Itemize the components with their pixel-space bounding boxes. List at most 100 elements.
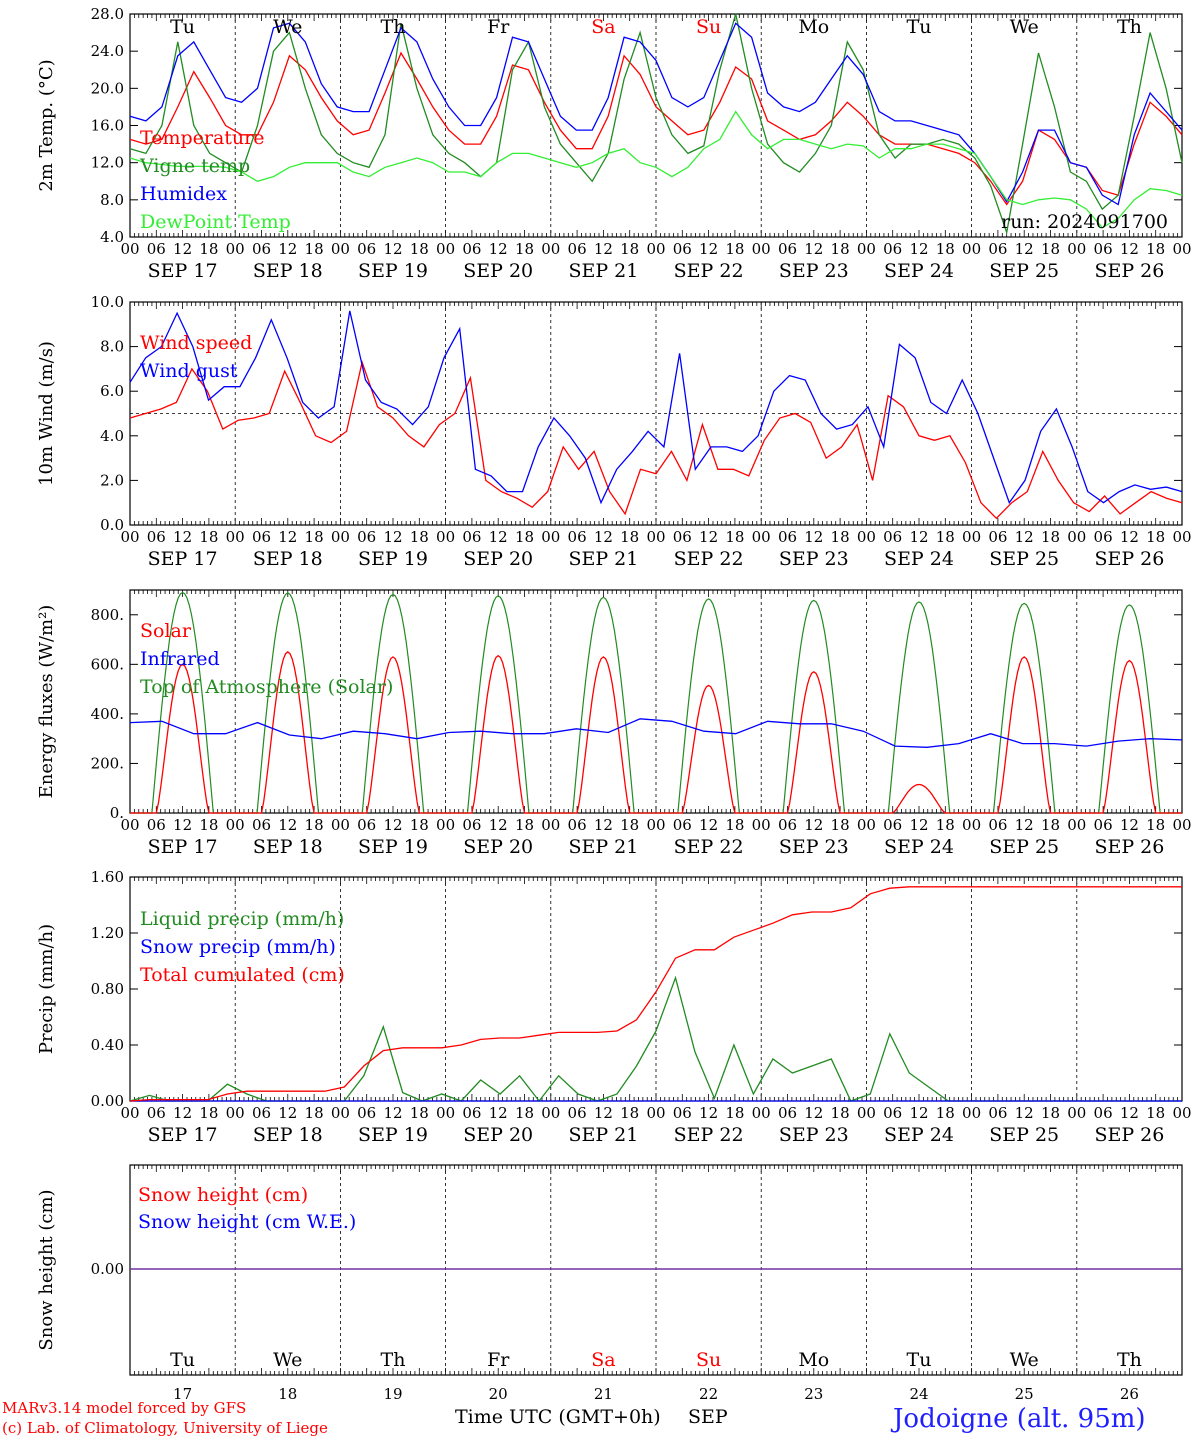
date-label: SEP 25 (989, 1124, 1059, 1146)
x-tick-label: 12 (1120, 240, 1139, 258)
x-tick-label: 06 (252, 240, 271, 258)
date-label: SEP 25 (989, 836, 1059, 858)
day-abbr-bottom: We (273, 1349, 302, 1371)
x-tick-label: 12 (1120, 528, 1139, 546)
date-label: SEP 17 (148, 1124, 218, 1146)
x-tick-label: 12 (699, 816, 718, 834)
x-tick-label: 18 (199, 240, 218, 258)
x-tick-label: 18 (410, 1104, 429, 1122)
x-tick-label: 00 (331, 816, 350, 834)
x-tick-label: 00 (752, 1104, 771, 1122)
x-tick-label: 12 (804, 528, 823, 546)
x-tick-label: 00 (541, 1104, 560, 1122)
x-tick-label: 00 (226, 1104, 245, 1122)
y-axis-label-snow: Snow height (cm) (36, 1189, 57, 1350)
x-tick-label: 18 (620, 240, 639, 258)
day-number: 26 (1120, 1385, 1139, 1403)
x-tick-label: 12 (383, 240, 402, 258)
legend-total-cumulated-cm-: Total cumulated (cm) (140, 964, 345, 986)
x-tick-label: 00 (646, 240, 665, 258)
legend-snow-height-cm: Snow height (cm) (138, 1184, 308, 1206)
x-tick-label: 12 (278, 528, 297, 546)
day-abbr-bottom: We (1010, 1349, 1039, 1371)
x-tick-label: 06 (462, 240, 481, 258)
day-abbr-top: Tu (907, 16, 932, 38)
day-number: 19 (383, 1385, 402, 1403)
date-label: SEP 18 (253, 260, 323, 282)
date-label: SEP 24 (884, 548, 954, 570)
x-tick-label: 12 (489, 528, 508, 546)
date-label: SEP 20 (463, 548, 533, 570)
day-abbr-bottom: Mo (798, 1349, 829, 1371)
x-tick-label: 18 (725, 240, 744, 258)
day-abbr-top: Sa (591, 16, 615, 38)
date-label: SEP 22 (674, 260, 744, 282)
y-tick-label: 0. (110, 804, 124, 822)
x-tick-label: 12 (489, 816, 508, 834)
x-tick-label: 06 (147, 816, 166, 834)
y-axis-label-temperature: 2m Temp. (°C) (36, 59, 57, 191)
x-tick-label: 00 (541, 528, 560, 546)
x-tick-label: 12 (1015, 240, 1034, 258)
date-label: SEP 25 (989, 260, 1059, 282)
series-total-cumulated-cm- (129, 886, 1182, 1102)
y-tick-label: 0.80 (91, 980, 124, 998)
x-tick-label: 18 (936, 816, 955, 834)
legend-wind-gust: Wind gust (140, 360, 238, 382)
x-tick-label: 06 (357, 816, 376, 834)
x-tick-label: 18 (515, 240, 534, 258)
x-tick-label: 18 (1146, 1104, 1165, 1122)
x-tick-label: 18 (410, 240, 429, 258)
y-tick-label: 4.0 (100, 427, 124, 445)
footer-month-label: SEP (688, 1406, 728, 1428)
x-tick-label: 18 (1146, 816, 1165, 834)
x-tick-label: 00 (436, 240, 455, 258)
x-tick-label: 00 (962, 240, 981, 258)
x-tick-label: 06 (357, 528, 376, 546)
x-tick-label: 00 (857, 528, 876, 546)
y-tick-label: 200. (91, 754, 124, 772)
x-tick-label: 12 (594, 816, 613, 834)
x-tick-label: 18 (199, 816, 218, 834)
day-abbr-top: Mo (798, 16, 829, 38)
y-tick-label: 12.0 (91, 154, 124, 172)
x-tick-label: 12 (1015, 528, 1034, 546)
x-tick-label: 00 (120, 528, 139, 546)
x-tick-label: 12 (1015, 1104, 1034, 1122)
x-tick-label: 06 (778, 240, 797, 258)
x-tick-label: 12 (1120, 1104, 1139, 1122)
x-tick-label: 18 (410, 816, 429, 834)
x-tick-label: 12 (804, 240, 823, 258)
x-tick-label: 00 (1172, 528, 1191, 546)
date-label: SEP 21 (568, 1124, 638, 1146)
x-tick-label: 12 (383, 816, 402, 834)
x-tick-label: 18 (199, 528, 218, 546)
date-label: SEP 19 (358, 548, 428, 570)
x-tick-label: 06 (1094, 1104, 1113, 1122)
x-tick-label: 06 (883, 1104, 902, 1122)
x-tick-label: 18 (725, 528, 744, 546)
x-tick-label: 00 (646, 816, 665, 834)
y-tick-label: 400. (91, 705, 124, 723)
series-solar (130, 651, 1182, 814)
x-tick-label: 18 (1041, 1104, 1060, 1122)
x-tick-label: 00 (436, 528, 455, 546)
x-tick-label: 12 (699, 528, 718, 546)
date-label: SEP 23 (779, 1124, 849, 1146)
x-tick-label: 12 (173, 240, 192, 258)
date-label: SEP 23 (779, 260, 849, 282)
x-tick-label: 06 (1094, 528, 1113, 546)
date-label: SEP 26 (1094, 260, 1164, 282)
x-tick-label: 00 (1172, 1104, 1191, 1122)
day-abbr-top: Su (696, 16, 721, 38)
y-tick-label: 0.00 (91, 1260, 124, 1278)
y-tick-label: 10.0 (91, 293, 124, 311)
legend-humidex: Humidex (140, 183, 227, 205)
date-label: SEP 24 (884, 1124, 954, 1146)
x-tick-label: 12 (489, 1104, 508, 1122)
x-tick-label: 00 (962, 528, 981, 546)
date-label: SEP 19 (358, 836, 428, 858)
x-tick-label: 06 (462, 1104, 481, 1122)
date-label: SEP 24 (884, 836, 954, 858)
series-top-of-atmosphere-solar (130, 591, 1182, 814)
